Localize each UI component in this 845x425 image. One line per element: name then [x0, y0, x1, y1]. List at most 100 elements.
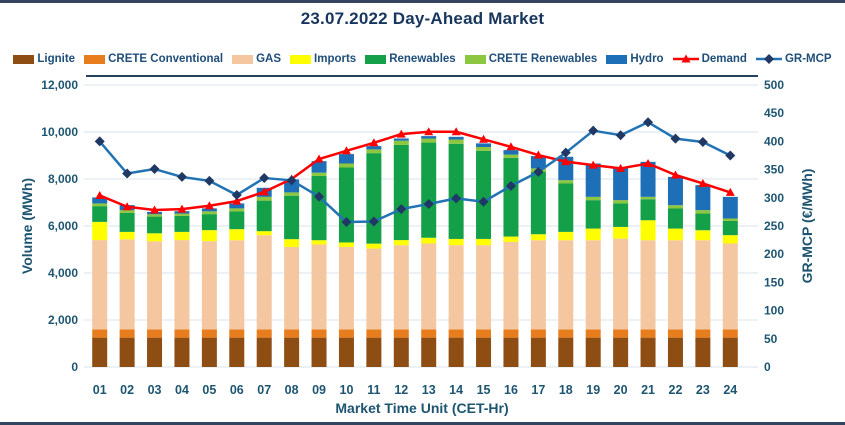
bar-segment-renewables	[421, 142, 437, 238]
x-tick-label: 03	[148, 383, 162, 397]
top-border	[0, 0, 845, 3]
x-axis-title: Market Time Unit (CET-Hr)	[335, 400, 508, 416]
bar-segment-crete-renewables	[284, 192, 300, 196]
demand-marker	[479, 134, 489, 143]
bar-segment-crete-renewables	[585, 196, 601, 201]
bar-segment-imports	[311, 240, 327, 245]
legend-swatch-imports	[290, 54, 312, 64]
bar-stack-hour-08	[284, 179, 300, 367]
legend-swatch-hydro	[606, 54, 628, 64]
bar-segment-crete-conventional	[311, 329, 327, 338]
gr-mcp-marker	[314, 191, 325, 202]
legend-label-gas: GAS	[256, 53, 282, 65]
bar-stack-hour-09	[311, 161, 327, 367]
demand-marker	[341, 146, 351, 155]
y-right-tick-label: 400	[764, 134, 784, 148]
y-left-tick-label: 10,000	[41, 125, 78, 139]
legend-swatch-crete-conventional	[84, 54, 106, 64]
bar-segment-lignite	[201, 337, 217, 367]
y-right-tick-label: 200	[764, 247, 784, 261]
bar-segment-crete-conventional	[147, 329, 163, 338]
demand-marker	[643, 158, 653, 167]
x-tick-label: 01	[93, 383, 107, 397]
bar-segment-crete-conventional	[448, 329, 464, 338]
bar-segment-crete-renewables	[256, 196, 272, 201]
bar-segment-lignite	[667, 337, 683, 367]
bar-segment-crete-renewables	[722, 218, 738, 221]
legend-item-imports: Imports	[290, 53, 356, 65]
bar-segment-renewables	[229, 211, 245, 230]
y-left-tick-label: 4,000	[48, 266, 78, 280]
bar-segment-lignite	[284, 337, 300, 367]
bar-segment-imports	[284, 239, 300, 247]
bar-segment-imports	[174, 231, 190, 241]
bar-segment-crete-renewables	[695, 210, 711, 214]
legend-item-crete-conventional: CRETE Conventional	[84, 53, 223, 65]
bar-stack-hour-11	[366, 146, 382, 367]
bar-segment-imports	[448, 238, 464, 246]
x-tick-label: 12	[394, 383, 408, 397]
bar-segment-renewables	[119, 212, 135, 232]
bar-segment-renewables	[92, 206, 108, 222]
bar-segment-crete-conventional	[393, 329, 409, 338]
legend-label-crete-renewables: CRETE Renewables	[488, 53, 598, 65]
bar-segment-gas	[284, 246, 300, 330]
x-tick-label: 15	[477, 383, 491, 397]
legend-label-renewables: Renewables	[389, 53, 456, 65]
legend-label-imports: Imports	[314, 53, 357, 65]
bar-segment-crete-conventional	[256, 329, 272, 338]
y-right-axis-title: GR-MCP (€/MWh)	[799, 169, 815, 284]
x-tick-label: 17	[531, 383, 545, 397]
bar-segment-renewables	[284, 195, 300, 240]
bar-segment-imports	[476, 238, 492, 246]
bar-segment-lignite	[558, 337, 574, 367]
bar-segment-renewables	[640, 199, 656, 221]
demand-marker	[369, 138, 379, 147]
bar-segment-crete-conventional	[229, 329, 245, 338]
legend-label-lignite: Lignite	[37, 53, 76, 65]
bar-segment-gas	[174, 240, 190, 330]
x-tick-label: 18	[559, 383, 573, 397]
bar-segment-gas	[147, 241, 163, 330]
bar-segment-gas	[585, 240, 601, 330]
y-left-tick-label: 2,000	[48, 313, 78, 327]
gr-mcp-marker	[204, 175, 215, 186]
demand-marker	[396, 129, 406, 138]
y-left-tick-label: 6,000	[48, 219, 78, 233]
bar-segment-crete-renewables	[448, 139, 464, 144]
bar-segment-renewables	[201, 214, 217, 231]
gr-mcp-marker	[94, 136, 105, 147]
bar-segment-crete-conventional	[174, 329, 190, 338]
legend-label-crete-conventional: CRETE Conventional	[108, 53, 224, 65]
bar-segment-crete-renewables	[174, 213, 190, 216]
demand-marker	[314, 154, 324, 163]
demand-marker	[259, 187, 269, 196]
demand-marker	[588, 160, 598, 169]
legend-item-lignite: Lignite	[13, 53, 75, 65]
bar-segment-gas	[695, 240, 711, 330]
gr-mcp-marker	[341, 217, 352, 228]
gr-mcp-marker	[149, 164, 160, 175]
bar-segment-crete-renewables	[393, 140, 409, 145]
demand-marker	[95, 190, 105, 199]
bar-segment-crete-renewables	[92, 203, 108, 207]
bar-segment-gas	[393, 245, 409, 330]
bottom-border	[0, 422, 845, 425]
gr-mcp-marker	[176, 171, 187, 182]
bar-segment-hydro	[229, 203, 245, 209]
bar-segment-crete-conventional	[613, 329, 629, 338]
gr-mcp-marker	[588, 125, 599, 136]
gr-mcp-marker	[670, 133, 681, 144]
bar-segment-gas	[119, 239, 135, 330]
x-tick-label: 23	[696, 383, 710, 397]
bar-segment-renewables	[558, 183, 574, 232]
y-right-tick-label: 350	[764, 163, 784, 177]
bar-stack-hour-23	[695, 185, 711, 367]
bar-segment-crete-conventional	[667, 329, 683, 338]
x-tick-label: 08	[285, 383, 299, 397]
bar-stack-hour-22	[667, 176, 683, 367]
bar-segment-hydro	[722, 196, 738, 219]
bar-segment-renewables	[695, 213, 711, 231]
gr-mcp-marker	[478, 196, 489, 207]
bar-segment-crete-renewables	[147, 214, 163, 217]
